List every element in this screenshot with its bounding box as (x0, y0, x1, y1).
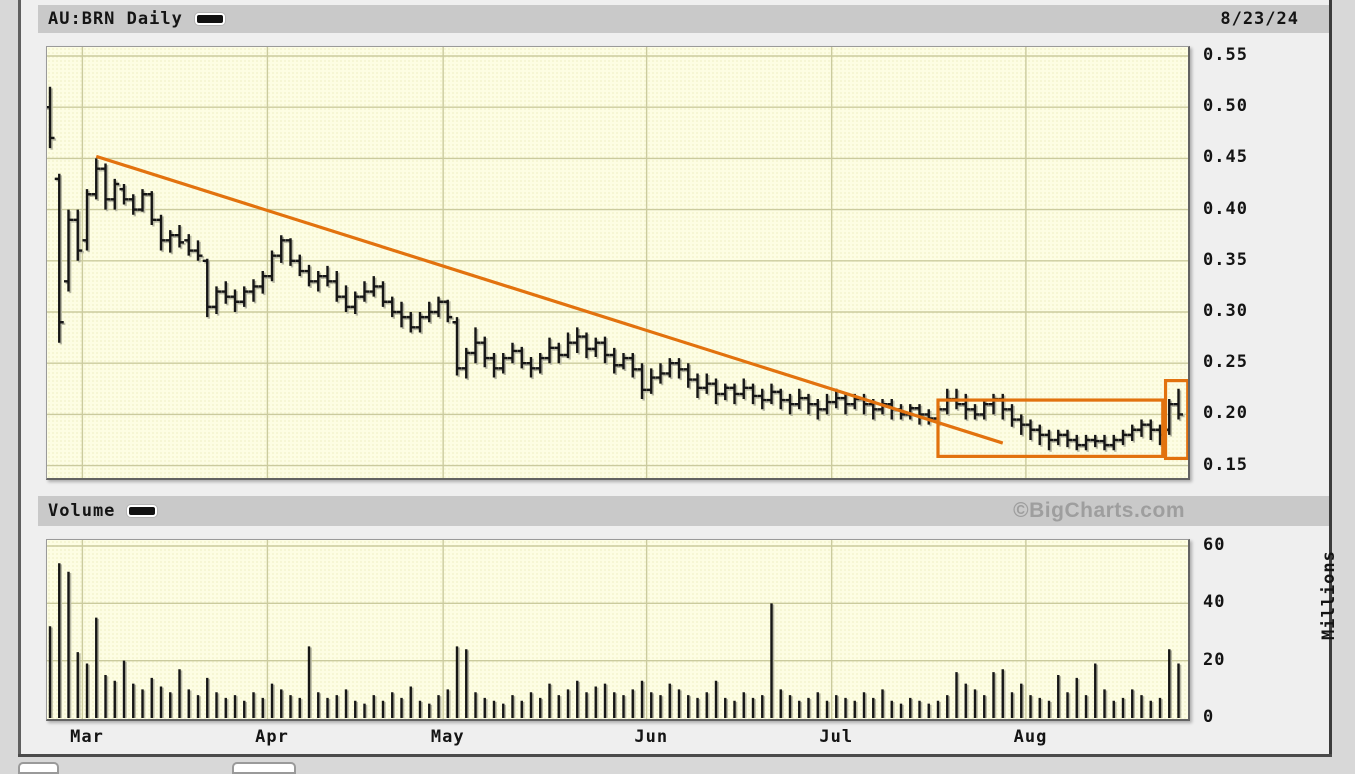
price-axis-tick: 0.50 (1203, 96, 1248, 117)
frame-left-border (18, 0, 21, 757)
as-of-date: 8/23/24 (1220, 9, 1299, 29)
bottom-cutoff-button-1[interactable] (18, 762, 59, 774)
price-chart-plot (46, 46, 1190, 480)
price-series-legend-swatch-icon (194, 13, 225, 25)
volume-axis-tick: 60 (1203, 535, 1226, 555)
volume-bars (48, 563, 1180, 718)
ohlc-bars (47, 86, 1183, 451)
month-axis-label-mar: Mar (70, 727, 104, 747)
highlight-rect-annotation (1163, 379, 1188, 461)
price-chart-svg (47, 47, 1188, 478)
price-axis-tick: 0.40 (1203, 198, 1248, 219)
volume-chart-plot (46, 539, 1190, 721)
month-axis-label-may: May (430, 727, 465, 747)
trendline-annotation (95, 154, 1004, 445)
price-axis-tick: 0.30 (1203, 301, 1248, 321)
volume-axis-unit-label: Millions (1318, 550, 1339, 640)
frame-right-border (1329, 0, 1332, 757)
bigcharts-watermark: ©BigCharts.com (1013, 499, 1185, 522)
volume-header-bar: Volume ©BigCharts.com (38, 496, 1329, 526)
highlight-rect-annotation (936, 398, 1165, 458)
month-axis-label-apr: Apr (255, 727, 289, 747)
volume-axis-tick: 40 (1203, 592, 1226, 613)
price-axis-tick: 0.55 (1203, 45, 1248, 65)
symbol-title: AU:BRN Daily (48, 9, 183, 29)
chart-title-bar: AU:BRN Daily 8/23/24 (38, 5, 1329, 33)
volume-bars-shadow (50, 564, 1182, 718)
volume-axis-tick: 20 (1203, 649, 1226, 670)
volume-label: Volume (48, 501, 116, 521)
month-axis-label-aug: Aug (1013, 727, 1048, 747)
price-axis-tick: 0.15 (1203, 454, 1248, 475)
price-axis-tick: 0.20 (1203, 403, 1248, 424)
volume-axis-tick: 0 (1203, 706, 1215, 727)
ohlc-bars-shadow (47, 88, 1185, 452)
price-axis-tick: 0.35 (1203, 249, 1248, 270)
month-axis-label-jul: Jul (819, 727, 854, 747)
month-axis-label-jun: Jun (634, 727, 669, 747)
volume-chart-svg (47, 540, 1188, 719)
bottom-cutoff-button-2[interactable] (232, 762, 296, 774)
price-axis-tick: 0.45 (1203, 147, 1248, 168)
price-axis-tick: 0.25 (1203, 352, 1248, 373)
frame-bottom-border (18, 754, 1332, 757)
volume-series-legend-swatch-icon (127, 505, 158, 517)
